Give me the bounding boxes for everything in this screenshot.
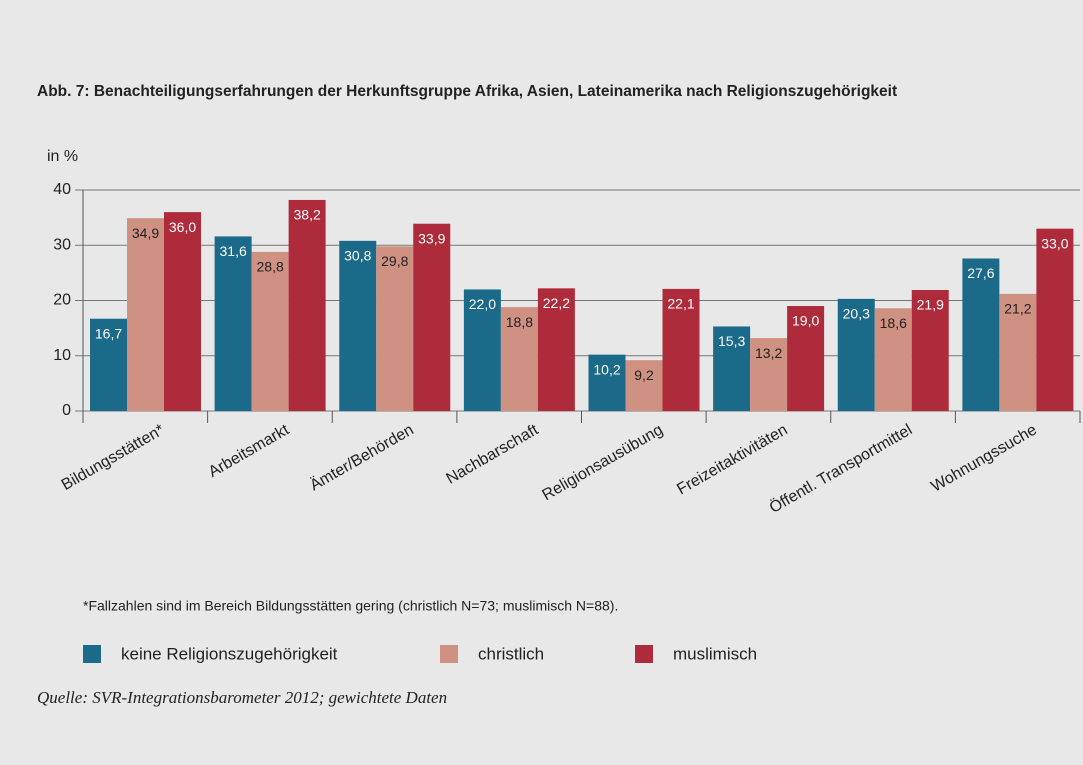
value-label: 21,9 <box>917 297 944 313</box>
legend-label: muslimisch <box>673 644 757 663</box>
bar <box>500 307 538 411</box>
bar <box>413 223 451 411</box>
value-label: 30,8 <box>344 248 371 264</box>
bar <box>713 326 751 411</box>
bar <box>837 298 875 411</box>
x-tick-label: Nachbarschaft <box>443 421 541 488</box>
bar <box>537 288 575 411</box>
x-tick-label: Religionsausübung <box>540 421 666 504</box>
value-label: 10,2 <box>593 361 620 377</box>
x-tick-label: Bildungsstätten* <box>59 421 168 494</box>
value-label: 13,2 <box>755 345 782 361</box>
x-tick-label: Ämter/Behörden <box>307 421 417 495</box>
value-label: 33,0 <box>1041 235 1068 251</box>
y-tick-label: 0 <box>62 402 71 419</box>
x-tick-label: Freizeitaktivitäten <box>674 421 790 498</box>
source: Quelle: SVR-Integrationsbarometer 2012; … <box>37 688 447 707</box>
value-label: 22,0 <box>469 296 496 312</box>
bar <box>911 290 949 411</box>
value-label: 20,3 <box>843 306 870 322</box>
value-label: 9,2 <box>634 367 654 383</box>
bar <box>164 212 201 411</box>
legend-swatch <box>635 645 653 663</box>
value-label: 18,8 <box>506 314 533 330</box>
value-label: 22,1 <box>667 296 694 312</box>
y-tick-label: 10 <box>53 347 71 364</box>
bar <box>750 338 788 411</box>
bar <box>874 308 912 411</box>
bar <box>787 306 825 411</box>
value-label: 22,2 <box>543 295 570 311</box>
value-label: 27,6 <box>967 265 994 281</box>
value-label: 18,6 <box>880 315 907 331</box>
x-tick-label: Arbeitsmarkt <box>206 421 293 481</box>
legend-label: keine Religionszugehörigkeit <box>121 644 338 663</box>
x-tick-label: Wohnungssuche <box>928 421 1040 495</box>
value-label: 16,7 <box>95 325 122 341</box>
bar <box>662 288 700 411</box>
value-label: 15,3 <box>718 333 745 349</box>
bar <box>1036 228 1074 411</box>
chart-title: Abb. 7: Benachteiligungserfahrungen der … <box>37 83 897 100</box>
value-label: 34,9 <box>132 225 159 241</box>
bar <box>999 293 1037 411</box>
value-label: 33,9 <box>418 230 445 246</box>
legend-swatch <box>440 645 458 663</box>
footnote: *Fallzahlen sind im Bereich Bildungsstät… <box>83 598 618 614</box>
bar <box>376 246 414 411</box>
value-label: 19,0 <box>792 313 819 329</box>
value-label: 31,6 <box>220 243 247 259</box>
bar <box>339 240 377 411</box>
value-label: 21,2 <box>1004 301 1031 317</box>
y-tick-label: 30 <box>53 236 71 253</box>
y-tick-label: 20 <box>53 292 71 309</box>
bar <box>625 360 663 411</box>
bar <box>214 236 252 411</box>
y-tick-label: 40 <box>53 181 71 198</box>
bar <box>962 258 1000 411</box>
legend-label: christlich <box>478 644 544 663</box>
value-label: 29,8 <box>381 253 408 269</box>
value-label: 28,8 <box>257 259 284 275</box>
value-label: 38,2 <box>294 207 321 223</box>
bar <box>588 354 626 411</box>
value-label: 36,0 <box>169 219 196 235</box>
bar <box>288 199 326 411</box>
bar <box>127 218 164 411</box>
y-axis-label: in % <box>47 148 78 165</box>
bar <box>251 251 289 411</box>
bar <box>90 318 127 411</box>
legend-swatch <box>83 645 101 663</box>
bar <box>463 289 501 411</box>
